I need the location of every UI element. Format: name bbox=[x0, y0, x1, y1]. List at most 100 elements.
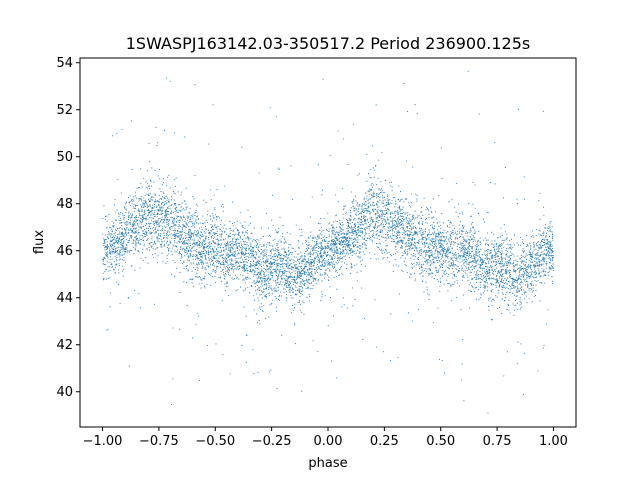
data-point bbox=[493, 278, 495, 280]
data-point bbox=[397, 242, 399, 244]
data-point bbox=[255, 313, 258, 315]
data-point bbox=[208, 238, 210, 240]
data-point bbox=[116, 252, 118, 254]
data-point bbox=[484, 237, 486, 239]
data-point bbox=[429, 260, 431, 262]
data-point bbox=[462, 294, 464, 296]
data-point bbox=[182, 215, 184, 217]
data-point bbox=[512, 303, 514, 305]
data-point bbox=[447, 231, 449, 233]
data-point bbox=[268, 285, 270, 287]
data-point bbox=[191, 239, 193, 241]
data-point bbox=[253, 227, 255, 229]
data-point bbox=[376, 243, 378, 245]
data-point bbox=[259, 264, 261, 266]
data-point bbox=[304, 266, 306, 268]
data-point bbox=[358, 223, 360, 225]
data-point bbox=[551, 251, 553, 253]
data-point bbox=[402, 239, 404, 242]
data-point bbox=[266, 244, 268, 246]
data-point bbox=[522, 263, 524, 265]
data-point bbox=[541, 238, 544, 241]
data-point bbox=[108, 247, 110, 249]
data-point bbox=[431, 276, 433, 278]
data-point bbox=[144, 218, 146, 220]
data-point bbox=[414, 242, 416, 244]
data-point bbox=[539, 282, 541, 284]
data-point bbox=[182, 223, 184, 225]
data-point bbox=[163, 245, 165, 247]
data-point bbox=[123, 206, 125, 208]
data-point bbox=[452, 261, 454, 263]
data-point bbox=[445, 237, 447, 239]
data-point bbox=[382, 225, 384, 228]
data-point bbox=[231, 263, 233, 265]
data-point bbox=[253, 274, 255, 276]
data-point bbox=[202, 262, 204, 264]
data-point bbox=[260, 290, 262, 292]
data-point bbox=[397, 213, 399, 215]
data-point bbox=[524, 263, 526, 266]
data-point bbox=[116, 281, 118, 283]
data-point bbox=[124, 214, 126, 216]
data-point bbox=[300, 289, 302, 291]
data-point bbox=[429, 268, 431, 270]
data-point bbox=[331, 266, 334, 268]
data-point bbox=[522, 238, 524, 240]
data-point bbox=[118, 243, 120, 245]
data-point bbox=[525, 272, 527, 274]
data-point bbox=[501, 260, 503, 263]
data-point bbox=[303, 257, 305, 259]
data-point bbox=[128, 229, 130, 232]
data-point bbox=[307, 273, 309, 276]
data-point bbox=[331, 256, 333, 258]
data-point bbox=[380, 210, 382, 212]
data-point bbox=[253, 239, 255, 241]
data-point bbox=[364, 247, 366, 249]
data-point bbox=[488, 297, 490, 299]
data-point bbox=[169, 187, 171, 189]
data-point bbox=[229, 244, 232, 246]
data-point bbox=[242, 290, 244, 292]
data-point bbox=[195, 241, 197, 244]
data-point bbox=[500, 256, 503, 258]
data-point bbox=[174, 229, 176, 231]
data-point bbox=[297, 271, 299, 273]
data-point bbox=[521, 286, 523, 288]
data-point bbox=[519, 296, 521, 298]
data-point bbox=[446, 250, 449, 252]
data-point bbox=[222, 354, 224, 356]
data-point bbox=[173, 240, 176, 242]
data-point bbox=[130, 231, 132, 233]
data-point bbox=[349, 238, 351, 240]
data-point bbox=[243, 264, 245, 266]
data-point bbox=[521, 256, 523, 259]
data-point bbox=[487, 211, 489, 213]
data-point bbox=[374, 253, 376, 255]
data-point bbox=[289, 252, 291, 254]
data-point bbox=[208, 266, 210, 268]
data-point bbox=[498, 248, 501, 250]
data-point bbox=[454, 231, 456, 233]
data-point bbox=[335, 270, 337, 272]
data-point bbox=[443, 229, 445, 231]
data-point bbox=[223, 273, 225, 275]
data-point bbox=[161, 202, 163, 204]
data-point bbox=[539, 192, 541, 194]
data-point bbox=[355, 231, 358, 233]
data-point bbox=[336, 246, 338, 248]
data-point bbox=[420, 217, 423, 219]
data-point bbox=[218, 239, 220, 241]
data-point bbox=[122, 238, 124, 240]
data-point bbox=[338, 259, 340, 261]
data-point bbox=[520, 254, 522, 256]
data-point bbox=[497, 307, 499, 309]
data-point bbox=[318, 266, 320, 268]
data-point bbox=[463, 225, 465, 227]
data-point bbox=[258, 172, 260, 174]
data-point bbox=[116, 250, 119, 252]
data-point bbox=[442, 250, 444, 252]
data-point bbox=[346, 307, 348, 309]
data-point bbox=[442, 248, 444, 250]
data-point bbox=[381, 224, 383, 226]
